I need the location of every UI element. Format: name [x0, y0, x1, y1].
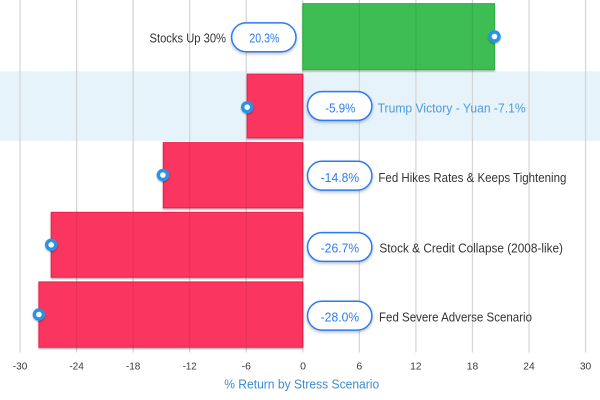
svg-text:20.3%: 20.3%: [249, 32, 279, 46]
svg-text:-6: -6: [242, 360, 251, 372]
svg-text:-24: -24: [69, 360, 84, 372]
svg-text:18: 18: [467, 360, 479, 372]
svg-text:Trump Victory - Yuan -7.1%: Trump Victory - Yuan -7.1%: [378, 101, 526, 116]
svg-text:24: 24: [523, 360, 535, 372]
svg-text:-26.7%: -26.7%: [321, 241, 360, 255]
svg-text:30: 30: [580, 360, 592, 372]
svg-text:% Return by Stress Scenario: % Return by Stress Scenario: [224, 377, 379, 392]
svg-text:Stocks Up 30%: Stocks Up 30%: [150, 31, 227, 46]
svg-text:Fed Hikes Rates & Keeps Tighte: Fed Hikes Rates & Keeps Tightening: [378, 170, 566, 185]
svg-text:-5.9%: -5.9%: [325, 102, 355, 116]
svg-text:Fed Severe Adverse Scenario: Fed Severe Adverse Scenario: [379, 309, 532, 324]
svg-text:6: 6: [356, 360, 362, 372]
svg-text:-18: -18: [126, 360, 141, 372]
svg-text:-12: -12: [183, 360, 197, 372]
svg-text:-30: -30: [13, 360, 28, 372]
svg-text:-28.0%: -28.0%: [321, 310, 360, 324]
svg-text:Stock & Credit Collapse (2008-: Stock & Credit Collapse (2008-like): [379, 240, 563, 255]
svg-text:12: 12: [410, 360, 421, 372]
svg-text:0: 0: [300, 360, 306, 372]
svg-text:-14.8%: -14.8%: [321, 171, 360, 185]
